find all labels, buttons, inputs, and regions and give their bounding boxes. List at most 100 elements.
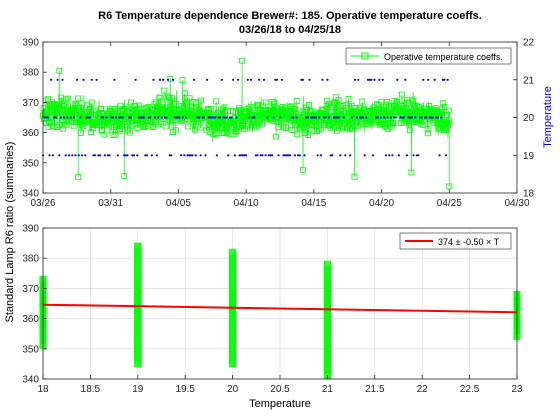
timeseries-x-tick-label: 04/30 (504, 198, 529, 209)
temperature-point (363, 154, 366, 157)
temperature-point (46, 116, 50, 119)
ratio-point (303, 118, 310, 125)
timeseries-y-tick-label: 370 (22, 98, 39, 109)
ratio-point (291, 117, 298, 124)
ratio-point (197, 124, 204, 131)
ratio-point (293, 98, 300, 104)
ratio-point (349, 118, 356, 125)
temperature-point (306, 116, 309, 119)
temperature-point (337, 116, 340, 119)
ratio-point (289, 127, 296, 133)
temperature-point (63, 116, 66, 119)
temperature-point (362, 116, 365, 119)
temperature-point (132, 154, 136, 157)
timeseries-y-tick-label: 380 (22, 68, 39, 79)
temperature-point (280, 78, 283, 81)
temperature-point (258, 78, 261, 81)
ratio-point (162, 123, 169, 130)
temperature-point (100, 116, 103, 119)
ratio-point (266, 106, 272, 113)
ratio-point (176, 108, 183, 114)
temperature-point (168, 154, 171, 157)
ratio-point (408, 96, 415, 103)
temperature-point (235, 116, 238, 119)
temperature-point (318, 116, 321, 119)
temperature-point (197, 116, 201, 119)
figure-title: R6 Temperature dependence Brewer#: 185. … (98, 10, 482, 22)
ratio-point (445, 107, 452, 114)
temperature-point (121, 116, 124, 119)
ratio-point (172, 127, 179, 134)
temperature-point (189, 154, 192, 157)
temperature-point (128, 116, 131, 119)
temperature-point (115, 116, 118, 119)
ratio-point (237, 116, 244, 123)
temperature-point (396, 78, 399, 81)
temperature-point (412, 154, 415, 157)
temperature-point (357, 78, 360, 81)
ratio-point (280, 123, 287, 130)
ratio-point (345, 96, 352, 102)
temperature-point (77, 154, 80, 157)
temperature-point (381, 78, 384, 81)
temperature-point (383, 116, 386, 119)
temperature-point (353, 78, 357, 81)
temperature-point (84, 154, 87, 157)
ratio-point (128, 122, 135, 129)
regression-y-tick-label: 380 (22, 254, 39, 265)
temperature-point (326, 78, 329, 81)
ratio-point (300, 167, 306, 173)
temperature-point (188, 154, 191, 157)
temperature-point (327, 116, 331, 119)
ratio-point (78, 130, 84, 136)
temperature-point (123, 154, 126, 157)
ratio-point (265, 108, 272, 114)
temperature-point (379, 116, 383, 119)
temperature-point (170, 154, 173, 157)
temperature-point (106, 154, 110, 157)
temperature-point (85, 116, 88, 119)
temperature-point (162, 78, 165, 81)
temperature-point (405, 154, 409, 157)
ratio-point (251, 110, 258, 117)
ratio-point (181, 90, 188, 97)
ratio-point (407, 127, 413, 134)
temperature-point (67, 154, 71, 157)
timeseries-x-tick-label: 04/20 (369, 198, 394, 209)
temperature-point (228, 116, 231, 119)
timeseries-x-tick-label: 03/31 (98, 198, 123, 209)
temperature-point (240, 154, 243, 157)
regression-x-tick-label: 18 (37, 384, 49, 395)
ratio-point (282, 125, 289, 132)
ratio-point (149, 112, 156, 119)
temperature-point (409, 116, 412, 119)
ratio-point (136, 102, 143, 109)
temperature-point (376, 116, 379, 119)
regression-legend: 374 ± -0.50 × T (399, 232, 512, 250)
temperature-point (152, 78, 155, 81)
ratio-point (330, 119, 337, 126)
ratio-point (218, 122, 225, 129)
temperature-point (249, 78, 253, 81)
ratio-point (63, 121, 70, 128)
ratio-point (268, 117, 275, 124)
regression-point (229, 248, 237, 256)
temperature-point (134, 78, 137, 81)
temperature-point (279, 116, 282, 119)
ratio-point (439, 100, 446, 107)
ratio-point (70, 119, 76, 125)
temperature-point (269, 154, 272, 157)
regression-x-tick-label: 20 (227, 384, 239, 395)
regression-x-axis-label: Temperature (249, 398, 311, 410)
timeseries-legend: Operative temperature coeffs. (345, 47, 512, 65)
ratio-point (388, 123, 395, 130)
ratio-point (343, 105, 350, 111)
temperature-point (212, 116, 215, 119)
temperature-point (113, 78, 116, 81)
temperature-point (446, 78, 449, 81)
temperature-point (232, 78, 235, 81)
temperature-point (378, 78, 381, 81)
ratio-point (404, 111, 411, 117)
temperature-point (95, 78, 98, 81)
